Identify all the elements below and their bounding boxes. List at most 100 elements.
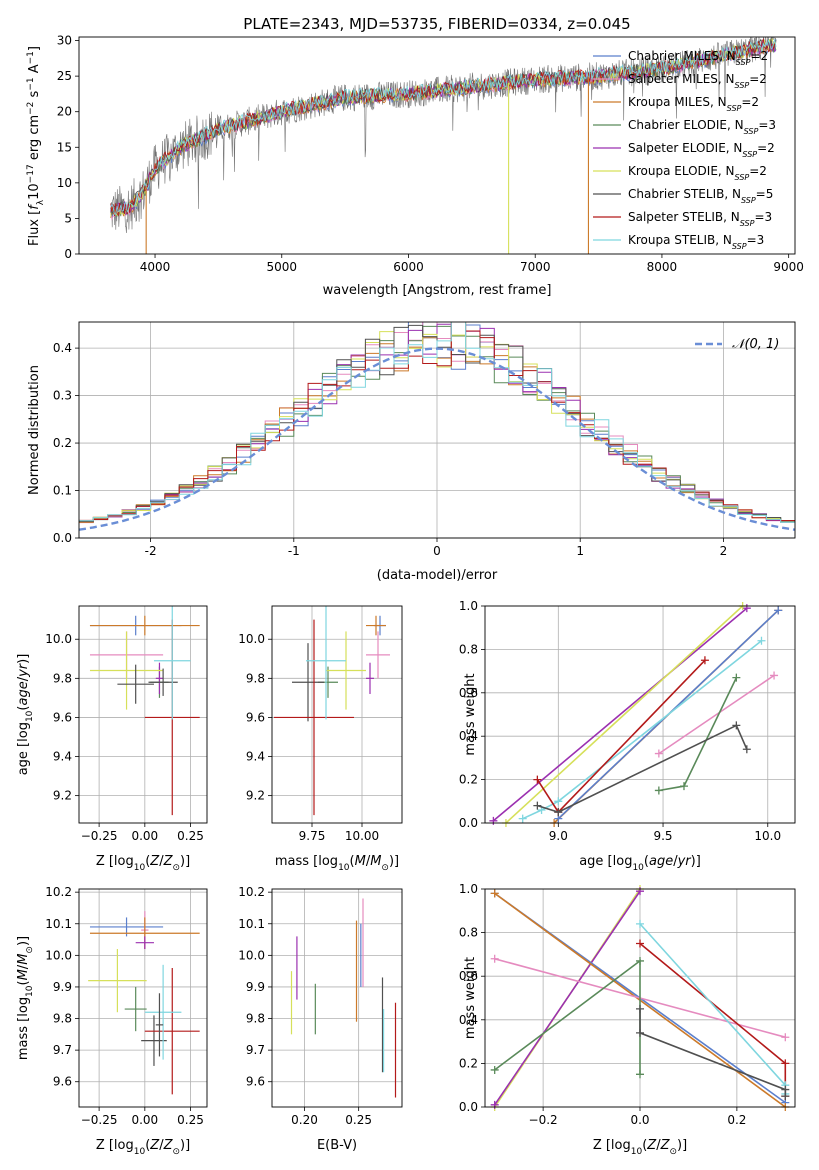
weight-marker <box>732 721 741 730</box>
y-tick-label: 10.1 <box>238 917 265 931</box>
y-tick-label: 0.2 <box>459 773 478 787</box>
y-tick-label: 5 <box>64 211 72 225</box>
x-axis-label: Z [log10(Z/Z⊙)] <box>96 1138 190 1157</box>
legend-label-part: Chabrier ELODIE, N <box>628 118 744 132</box>
x-tick-label: 1 <box>576 544 584 558</box>
axes-residuals: -2 -1 0 1 2 0.0 0.1 0.2 0.3 0.4 𝒩(0, 1) (data-model… <box>27 321 796 583</box>
y-tick-label: 9.8 <box>246 671 265 685</box>
y-tick-label: 10.2 <box>45 885 72 899</box>
label-part: M <box>355 854 366 869</box>
label-part: 10 <box>338 863 350 873</box>
y-tick-label: 9.6 <box>53 1075 72 1089</box>
y-tick-label: 9.8 <box>246 1012 265 1026</box>
x-tick-label: 9.5 <box>653 829 672 843</box>
x-axis-label: wavelength [Angstrom, rest frame] <box>323 283 552 298</box>
label-part: 10 <box>27 183 42 200</box>
legend-label: Salpeter MILES, NSSP=2 <box>628 72 767 90</box>
label-part: )] <box>180 854 190 869</box>
weight-marker <box>781 1092 790 1101</box>
y-axis-label: age [log10(age/yr)] <box>16 654 35 776</box>
y-tick-label: 10.0 <box>45 632 72 646</box>
label-part: ( <box>16 706 31 711</box>
y-tick-label: 9.9 <box>53 980 72 994</box>
weight-marker <box>679 782 688 791</box>
legend-label-part: SSP <box>741 196 756 205</box>
legend-label-part: Salpeter MILES, N <box>628 72 735 86</box>
legend-label-part: SSP <box>735 81 750 90</box>
y-tick-label: 10.2 <box>238 885 265 899</box>
label-part: 10 <box>134 1147 146 1157</box>
legend-label-part: =2 <box>757 141 775 155</box>
weight-marker <box>636 1028 644 1037</box>
label-part: ( <box>145 1138 150 1153</box>
label-part: ⊙ <box>25 946 35 954</box>
x-tick-label: 10.00 <box>345 829 379 843</box>
weight-marker <box>774 606 783 615</box>
x-tick-label: -1 <box>288 544 300 558</box>
label-part: / <box>159 854 164 869</box>
y-tick-label: 0.0 <box>459 1100 478 1114</box>
gaussian-curve <box>79 347 795 531</box>
x-tick-label: 7000 <box>520 260 551 274</box>
label-part: −17 <box>26 164 36 183</box>
legend-label-part: =2 <box>750 49 768 63</box>
label-part: ( <box>16 980 31 985</box>
y-tick-label: 0.0 <box>53 531 72 545</box>
figure-title: PLATE=2343, MJD=53735, FIBERID=0334, z=0… <box>243 15 630 33</box>
axes-frame <box>484 605 796 824</box>
label-part: (data-model)/error <box>377 568 498 583</box>
x-tick-label: −0.25 <box>81 1113 118 1127</box>
axes-frame <box>78 36 796 255</box>
x-tick-label: 0.00 <box>131 829 158 843</box>
label-part: mass [log <box>275 854 338 869</box>
label-part: M <box>16 969 31 980</box>
label-part: ⊙ <box>381 863 389 873</box>
weight-line <box>505 606 744 823</box>
axes-mass-vs-Z: −0.25 0.00 0.25 9.6 9.7 9.8 9.9 10.0 10.1 10.2 Z [… <box>16 885 208 1157</box>
y-tick-label: 9.8 <box>53 671 72 685</box>
weight-marker <box>554 797 563 806</box>
label-part: Z <box>163 854 174 869</box>
weight-line <box>492 607 748 822</box>
legend-label-part: Kroupa MILES, N <box>628 95 727 109</box>
legend-label: Kroupa ELODIE, NSSP=2 <box>628 164 767 182</box>
y-tick-label: 0.4 <box>53 341 72 355</box>
histogram-step <box>79 322 795 523</box>
x-tick-label: −0.25 <box>81 829 118 843</box>
y-tick-label: 9.6 <box>53 710 72 724</box>
legend-label-part: SSP <box>740 219 755 228</box>
label-part: 10 <box>632 863 644 873</box>
weight-marker <box>757 636 766 645</box>
legend-label-part: Chabrier STELIB, N <box>628 187 741 201</box>
weight-marker <box>490 1100 499 1109</box>
label-part: Z <box>646 1138 657 1153</box>
axes-frame <box>78 888 208 1108</box>
axes-spectrum: 4000 5000 6000 7000 8000 9000 0 5 10 15 20 25 30 Chab… <box>26 34 804 298</box>
weight-marker <box>781 1059 790 1068</box>
weight-marker <box>636 1004 644 1013</box>
x-tick-label: 0.00 <box>131 1113 158 1127</box>
label-part: wavelength [Angstrom, rest frame] <box>323 283 552 298</box>
label-part: ⊙ <box>669 1147 677 1157</box>
weight-marker <box>490 954 499 963</box>
weight-marker <box>636 919 644 928</box>
label-part: Z <box>149 854 160 869</box>
x-tick-label: 0.25 <box>345 1113 372 1127</box>
legend-label-part: =2 <box>749 72 767 86</box>
y-tick-label: 9.7 <box>53 1043 72 1057</box>
x-axis-label: (data-model)/error <box>377 568 498 583</box>
x-tick-label: 0.20 <box>291 1113 318 1127</box>
label-part: yr <box>677 854 693 869</box>
x-tick-label: 9000 <box>773 260 804 274</box>
y-tick-label: 9.9 <box>246 980 265 994</box>
label-part: / <box>16 964 31 969</box>
y-tick-label: 25 <box>57 69 72 83</box>
spectrum-model-line <box>110 38 777 215</box>
label-part: s <box>27 90 42 101</box>
x-axis-label: Z [log10(Z/Z⊙)] <box>593 1138 687 1157</box>
x-axis-label: Z [log10(Z/Z⊙)] <box>96 854 190 873</box>
y-axis-label: mass weight <box>463 673 478 755</box>
y-tick-label: 1.0 <box>459 882 478 896</box>
y-tick-label: 0.0 <box>459 816 478 830</box>
